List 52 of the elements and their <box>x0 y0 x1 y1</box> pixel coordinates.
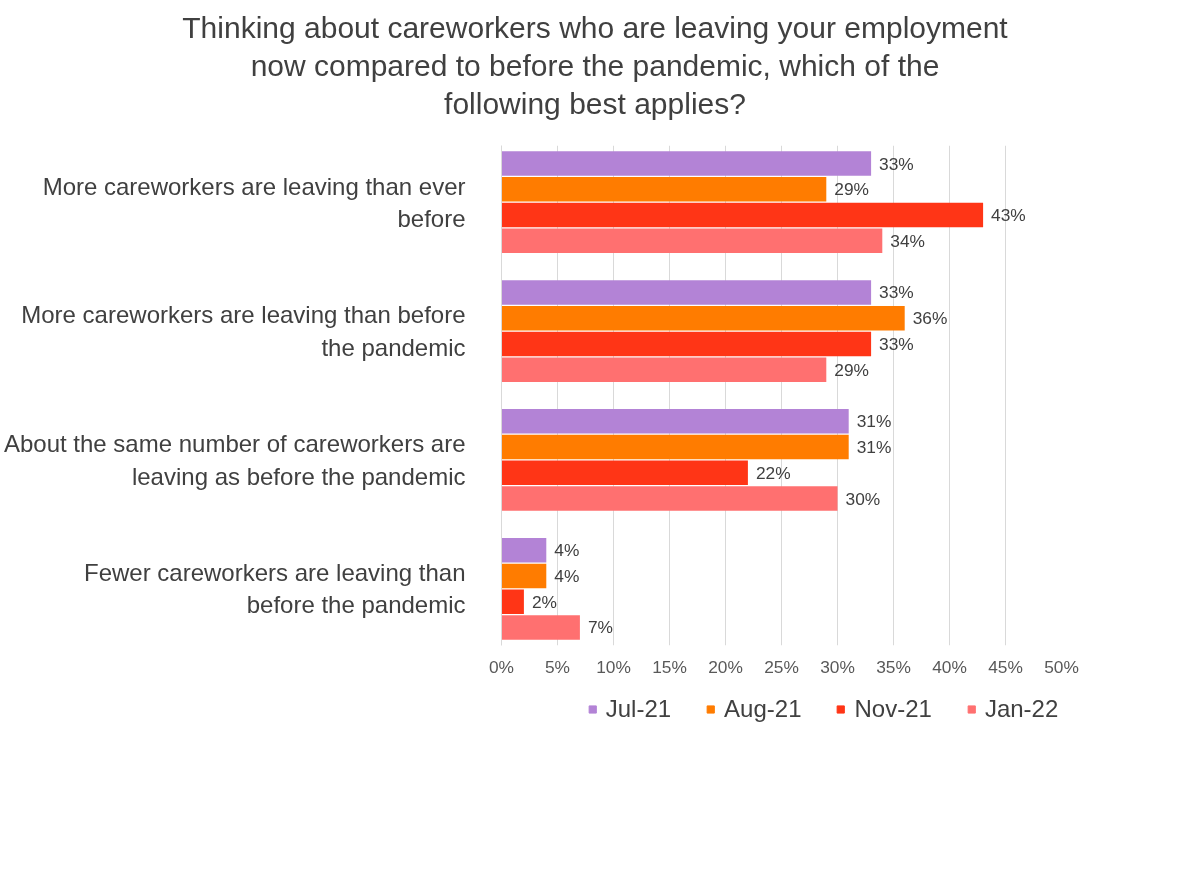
data-label: 43% <box>991 205 1026 226</box>
bar <box>501 434 849 460</box>
x-tick-label: 30% <box>820 656 855 677</box>
bar <box>501 305 905 331</box>
x-tick-label: 45% <box>988 656 1023 677</box>
bar <box>501 331 872 357</box>
x-tick-label: 35% <box>876 656 911 677</box>
data-label: 4% <box>554 540 580 561</box>
bar <box>501 537 547 563</box>
legend-label: Nov-21 <box>854 695 932 723</box>
data-label: 29% <box>834 359 869 380</box>
x-tick-label: 0% <box>488 656 515 677</box>
bar <box>501 409 849 434</box>
data-label: 33% <box>879 333 914 354</box>
bar <box>501 151 872 176</box>
bar <box>501 563 547 589</box>
y-tick-label: About the same number of careworkers are leaving as before the pandemic <box>3 430 466 490</box>
data-label: 30% <box>845 488 881 509</box>
bar <box>501 177 827 202</box>
data-label: 33% <box>879 282 914 303</box>
chart-title: Thinking about careworkers who are leaving your employment now compared to before the pandemic, which of the following best applies? <box>181 10 1009 122</box>
data-label: 36% <box>912 308 948 329</box>
x-tick-label: 25% <box>764 656 799 677</box>
bar <box>501 460 748 486</box>
data-label: 31% <box>856 411 892 432</box>
x-tick-label: 40% <box>932 656 967 677</box>
data-label: 22% <box>755 462 791 483</box>
data-label: 7% <box>587 617 613 638</box>
bar <box>501 202 984 228</box>
y-tick-label: Fewer careworkers are leaving than before the pandemic <box>84 559 466 619</box>
bar <box>501 615 580 640</box>
x-tick-label: 20% <box>708 656 743 677</box>
data-label: 33% <box>879 153 914 174</box>
data-label: 4% <box>554 565 580 586</box>
legend-label: Jul-21 <box>605 695 672 723</box>
data-label: 29% <box>834 179 869 200</box>
x-tick-label: 10% <box>596 656 631 677</box>
data-label: 31% <box>856 437 892 458</box>
y-tick-label: More careworkers are leaving than before the pandemic <box>21 301 466 361</box>
legend-label: Aug-21 <box>724 695 802 723</box>
data-label: 34% <box>890 230 925 251</box>
bar <box>501 589 524 614</box>
x-tick-label: 50% <box>1044 656 1079 677</box>
legend-label: Jan-22 <box>984 695 1059 723</box>
bar <box>501 357 827 382</box>
data-label: 2% <box>531 591 557 612</box>
y-tick-label: More careworkers are leaving than ever before <box>42 172 466 232</box>
x-tick-label: 15% <box>652 656 687 677</box>
bar <box>501 280 872 305</box>
bar <box>501 486 838 511</box>
bar <box>501 228 883 254</box>
x-tick-label: 5% <box>544 656 571 677</box>
